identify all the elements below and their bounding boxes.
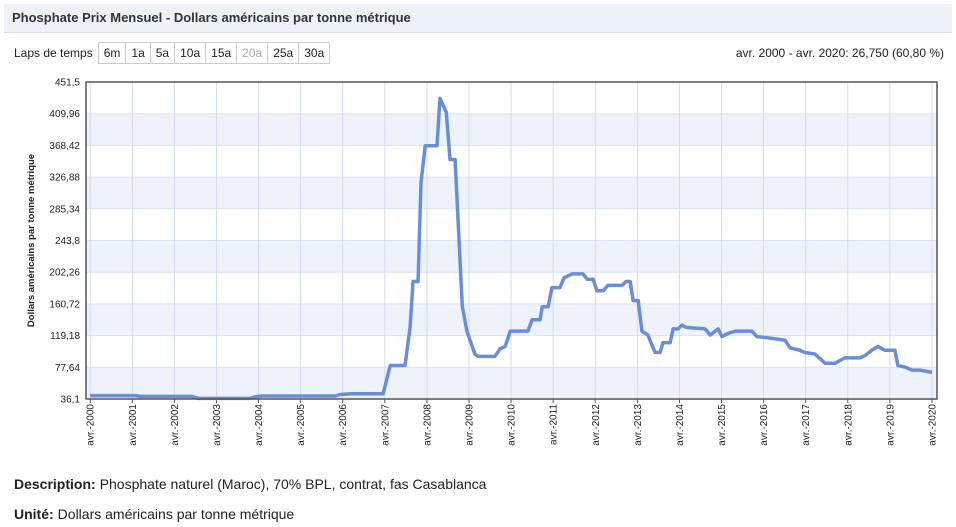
x-tick-label: avr.-2006 bbox=[338, 404, 349, 446]
y-tick-label: 243,8 bbox=[55, 236, 80, 247]
x-tick-label: avr.-2009 bbox=[464, 404, 475, 446]
x-tick-label: avr.-2004 bbox=[254, 404, 265, 446]
y-tick-label: 36,1 bbox=[61, 395, 81, 406]
range-button[interactable]: 20a bbox=[236, 42, 269, 64]
x-tick-label: avr.-2014 bbox=[675, 404, 686, 446]
x-tick-label: avr.-2002 bbox=[170, 404, 181, 446]
price-line bbox=[90, 96, 933, 401]
y-tick-label: 119,18 bbox=[50, 331, 80, 342]
range-text: avr. 2000 - avr. 2020: 26,750 (60,80 %) bbox=[735, 46, 944, 60]
x-tick-label: avr.-2010 bbox=[507, 404, 518, 446]
range-button[interactable]: 10a bbox=[174, 42, 207, 64]
x-tick-label: avr.-2013 bbox=[633, 404, 644, 446]
time-range-controls: Laps de temps 6m 1a 5a 10a 15a 20a 25a 30a bbox=[14, 42, 331, 64]
y-tick-label: 77,64 bbox=[55, 363, 80, 374]
description: Description: Phosphate naturel (Maroc), 7… bbox=[14, 476, 486, 492]
x-tick-label: avr.-2005 bbox=[296, 404, 307, 446]
x-tick-label: avr.-2020 bbox=[927, 404, 938, 446]
range-button[interactable]: 25a bbox=[267, 42, 300, 64]
x-tick-label: avr.-2015 bbox=[717, 404, 728, 446]
x-tick-label: avr.-2011 bbox=[549, 404, 560, 445]
plot-frame bbox=[85, 81, 938, 400]
y-tick-label: 409,96 bbox=[49, 109, 80, 120]
chart: 36,1 77,64 119,18 160,72 202,26 243,8 285,34 32… bbox=[26, 78, 938, 446]
y-tick-label: 285,34 bbox=[49, 204, 80, 215]
x-tick-label: avr.-2018 bbox=[843, 404, 854, 446]
y-tick-label: 326,88 bbox=[49, 173, 80, 184]
range-button[interactable]: 30a bbox=[298, 42, 331, 64]
x-tick-label: avr.-2012 bbox=[591, 404, 602, 446]
range-button[interactable]: 1a bbox=[125, 42, 151, 64]
unit-label: Unité: bbox=[14, 506, 54, 522]
x-tick-label: avr.-2000 bbox=[86, 404, 97, 446]
y-tick-label: 160,72 bbox=[49, 299, 80, 310]
x-tick-label: avr.-2016 bbox=[759, 404, 770, 446]
y-axis-label: Dollars américains par tonne métrique bbox=[26, 154, 37, 327]
y-tick-label: 451,5 bbox=[55, 78, 80, 89]
x-tick-label: avr.-2007 bbox=[380, 404, 391, 446]
x-tick-label: avr.-2017 bbox=[801, 404, 812, 446]
unit-text: Dollars américains par tonne métrique bbox=[57, 506, 295, 522]
x-tick-label: avr.-2001 bbox=[128, 404, 139, 446]
controls-label: Laps de temps bbox=[14, 46, 93, 60]
description-label: Description: bbox=[14, 476, 96, 492]
x-tick-label: avr.-2003 bbox=[212, 404, 223, 446]
x-tick-label: avr.-2019 bbox=[885, 404, 896, 446]
y-tick-label: 368,42 bbox=[49, 141, 80, 152]
description-text: Phosphate naturel (Maroc), 70% BPL, cont… bbox=[99, 476, 487, 492]
header-title: Phosphate Prix Mensuel - Dollars américa… bbox=[4, 4, 952, 33]
unit: Unité: Dollars américains par tonne métri… bbox=[14, 506, 294, 522]
range-button[interactable]: 15a bbox=[205, 42, 238, 64]
y-tick-label: 202,26 bbox=[49, 268, 80, 279]
range-button[interactable]: 6m bbox=[97, 42, 127, 64]
x-tick-label: avr.-2008 bbox=[422, 404, 433, 446]
range-button[interactable]: 5a bbox=[149, 42, 176, 64]
